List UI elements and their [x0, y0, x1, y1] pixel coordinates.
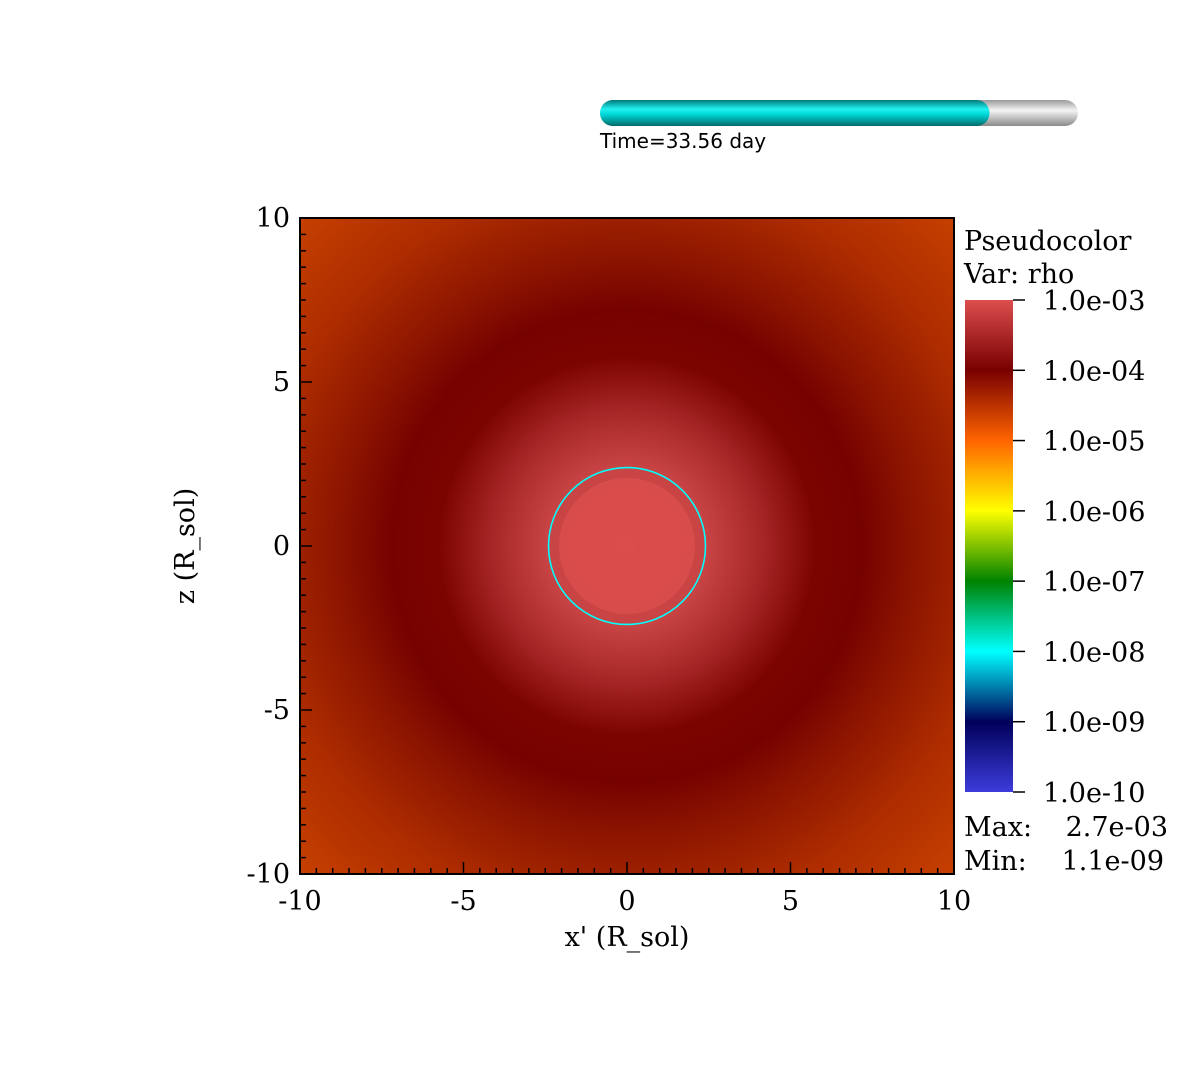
legend-variable: Var: rho	[963, 259, 1074, 290]
colorbar-tick-label: 1.0e-10	[1043, 778, 1145, 809]
overlay-circle	[547, 466, 707, 626]
x-tick-label: 10	[937, 886, 971, 917]
y-axis-title: z (R_sol)	[170, 488, 201, 604]
plot-area	[300, 218, 954, 874]
colorbar-tick-label: 1.0e-04	[1043, 356, 1145, 387]
colorbar-ticks: 1.0e-03 1.0e-04 1.0e-05 1.0e-06 1.0e-07 1.0e-…	[1013, 286, 1145, 809]
colorbar-tick-label: 1.0e-07	[1043, 567, 1145, 598]
y-tick-label: -10	[247, 859, 290, 890]
legend-min-label: Min:	[964, 846, 1027, 877]
legend-max-value: 2.7e-03	[1066, 812, 1168, 843]
y-tick-label: 0	[273, 531, 290, 562]
time-slider[interactable]	[600, 100, 1078, 126]
colorbar	[965, 300, 1013, 792]
colorbar-tick-label: 1.0e-08	[1043, 637, 1145, 668]
colorbar-tick-label: 1.0e-09	[1043, 708, 1145, 739]
y-tick-label: 10	[256, 203, 290, 234]
legend-max-label: Max:	[964, 812, 1032, 843]
colorbar-tick-label: 1.0e-03	[1043, 286, 1145, 317]
y-tick-label: -5	[264, 695, 290, 726]
axes: -10 -5 0 5 10 -10 -5 0 5 10	[247, 203, 972, 917]
x-tick-label: 0	[618, 886, 635, 917]
x-tick-label: 5	[782, 886, 799, 917]
legend: Pseudocolor Var: rho 1.0e-031.0e-041.0e-…	[963, 226, 1168, 877]
x-tick-label: -5	[450, 886, 476, 917]
time-label: Time=33.56 day	[599, 129, 766, 153]
colorbar-tick-label: 1.0e-06	[1043, 497, 1145, 528]
x-axis-title: x' (R_sol)	[565, 922, 690, 953]
legend-title: Pseudocolor	[964, 226, 1131, 257]
x-tick-label: -10	[278, 886, 321, 917]
core-region	[559, 478, 695, 614]
colorbar-tick-label: 1.0e-05	[1043, 427, 1145, 458]
legend-min-value: 1.1e-09	[1062, 846, 1164, 877]
time-slider-fill	[600, 100, 990, 126]
y-tick-label: 5	[273, 367, 290, 398]
